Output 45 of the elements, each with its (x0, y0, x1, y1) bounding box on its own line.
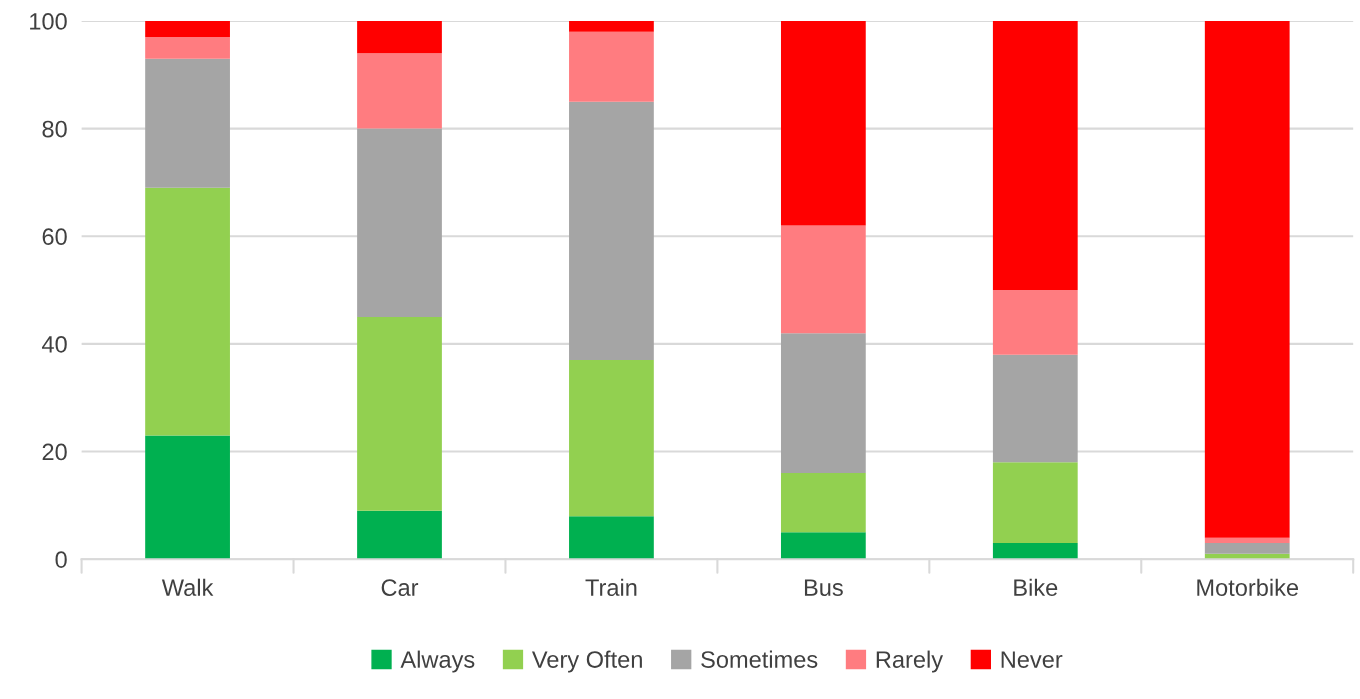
bar (145, 435, 230, 560)
y-tick-label: 20 (42, 443, 67, 461)
bar (569, 360, 654, 517)
y-tick-label: 80 (42, 120, 67, 138)
bar (569, 101, 654, 361)
bar (357, 20, 442, 54)
legend-label: Rarely (876, 650, 944, 673)
bar (780, 20, 866, 226)
bar (569, 516, 654, 560)
legend-label: Never (1001, 651, 1063, 668)
bar (992, 543, 1078, 560)
bar (1204, 537, 1290, 544)
legend-label: Sometimes (701, 650, 818, 668)
bar (569, 20, 654, 32)
bar (145, 20, 230, 38)
bar (145, 58, 230, 188)
bar (357, 128, 442, 317)
bar (569, 31, 654, 102)
bar (1204, 543, 1290, 554)
bar (780, 532, 866, 560)
bar (780, 333, 866, 474)
legend-label: Very Often (531, 650, 642, 673)
x-tick-label: Walk (161, 578, 214, 596)
legend-label: Always (400, 650, 475, 673)
x-tick-label: Bike (1014, 578, 1058, 596)
bar (992, 354, 1078, 463)
bar (992, 462, 1078, 544)
x-tick-label: Bus (804, 579, 843, 596)
bar (357, 317, 442, 511)
bar (992, 20, 1078, 291)
bar (357, 53, 442, 129)
bar (145, 187, 230, 436)
bar (992, 290, 1078, 355)
bar (1204, 20, 1290, 538)
x-tick-label: Motorbike (1197, 578, 1299, 596)
bar (145, 37, 230, 59)
y-tick-label: 60 (42, 228, 67, 246)
bar (780, 473, 866, 533)
y-tick-label: 0 (55, 551, 67, 568)
x-tick-label: Car (381, 579, 419, 596)
y-tick-label: 100 (30, 13, 67, 30)
x-tick-label: Train (585, 578, 637, 596)
bar (357, 510, 442, 560)
y-tick-label: 40 (41, 335, 67, 353)
bar (780, 225, 866, 334)
